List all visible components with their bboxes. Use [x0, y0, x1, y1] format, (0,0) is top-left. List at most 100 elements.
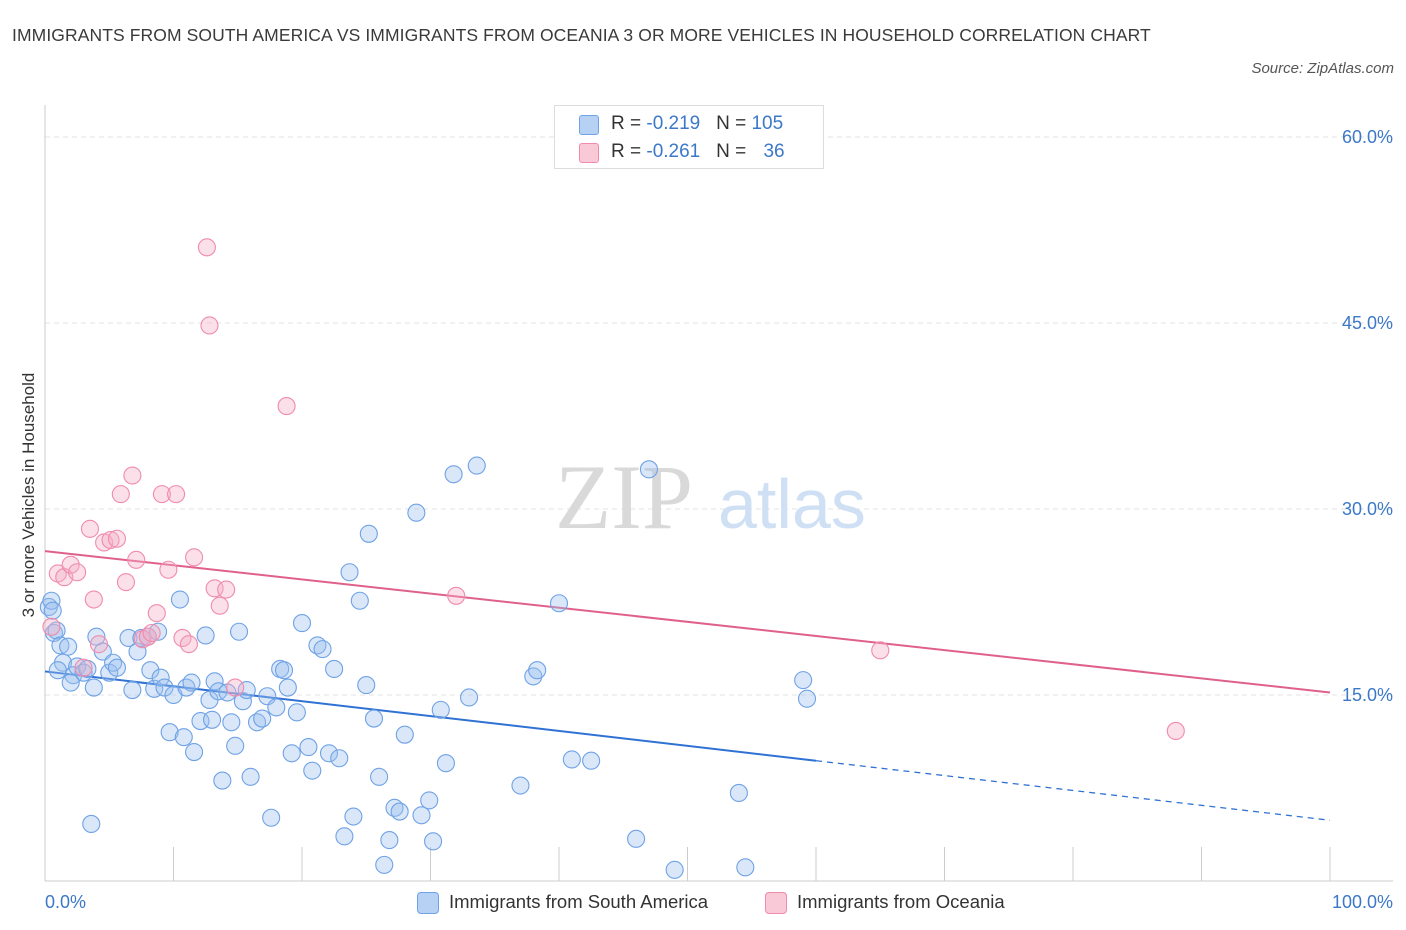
point-south-america — [213, 771, 232, 790]
point-south-america — [278, 678, 297, 697]
point-oceania — [111, 485, 130, 504]
point-south-america — [48, 661, 67, 680]
point-south-america — [407, 503, 426, 522]
legend-n-value: 105 — [751, 113, 784, 134]
legend-r-value: -0.261 — [646, 141, 701, 162]
legend-r-label: R = — [611, 113, 647, 134]
legend-row-oceania: R = -0.261 N = 36 — [555, 138, 823, 166]
point-south-america — [241, 767, 260, 786]
point-oceania — [200, 316, 219, 335]
point-oceania — [84, 590, 103, 609]
point-south-america — [729, 783, 748, 803]
point-south-america — [123, 680, 142, 700]
point-oceania — [1166, 721, 1185, 741]
legend-swatch-pink — [579, 143, 599, 163]
trend-line-oceania — [44, 550, 1331, 694]
point-south-america — [549, 594, 569, 613]
point-south-america — [431, 700, 450, 719]
point-south-america — [562, 750, 581, 769]
point-south-america — [82, 814, 101, 834]
point-south-america — [233, 692, 252, 711]
point-south-america — [196, 626, 215, 645]
point-oceania — [61, 555, 80, 574]
point-south-america — [191, 711, 210, 731]
point-oceania — [179, 635, 198, 654]
point-south-america — [59, 637, 78, 656]
point-south-america — [237, 680, 256, 700]
point-south-america — [61, 673, 80, 692]
point-south-america — [282, 744, 301, 763]
point-south-america — [253, 709, 272, 728]
point-oceania — [147, 604, 166, 623]
point-south-america — [370, 767, 389, 786]
point-south-america — [424, 832, 443, 851]
point-south-america — [350, 591, 369, 610]
point-south-america — [344, 807, 363, 826]
point-south-america — [299, 738, 318, 757]
y-axis-label: 3 or more Vehicles in Household — [19, 373, 38, 618]
data-points — [39, 238, 1185, 879]
point-south-america — [390, 802, 409, 821]
point-south-america — [528, 661, 547, 680]
point-south-america — [330, 749, 349, 768]
tick-labels: 15.0% 30.0% 45.0% 60.0% 0.0% 100.0% — [45, 127, 1393, 912]
point-south-america — [736, 858, 755, 877]
point-south-america — [185, 742, 204, 762]
point-oceania — [205, 579, 224, 598]
point-south-america — [155, 678, 174, 697]
point-oceania — [871, 641, 890, 660]
point-south-america — [51, 636, 70, 655]
y-tick-label: 30.0% — [1342, 499, 1393, 519]
point-south-america — [160, 723, 179, 742]
point-south-america — [182, 673, 201, 692]
point-south-america — [203, 710, 222, 729]
point-oceania — [197, 238, 216, 257]
point-oceania — [226, 678, 245, 697]
point-oceania — [133, 630, 152, 649]
legend-swatch-pink — [765, 892, 787, 914]
x-tick-label: 0.0% — [45, 892, 86, 912]
point-south-america — [627, 829, 646, 848]
point-south-america — [436, 754, 455, 773]
legend-swatch-blue — [579, 115, 599, 135]
legend-label: Immigrants from South America — [449, 891, 709, 912]
legend-r-label: R = — [611, 141, 647, 162]
y-tick-label: 15.0% — [1342, 685, 1393, 705]
point-oceania — [127, 550, 146, 569]
point-south-america — [274, 661, 294, 680]
point-south-america — [267, 698, 286, 717]
point-south-america — [335, 827, 354, 846]
y-tick-label: 45.0% — [1342, 313, 1393, 333]
point-south-america — [357, 676, 376, 695]
watermark-zip: ZIP — [555, 446, 693, 548]
point-south-america — [151, 668, 170, 687]
point-south-america — [303, 761, 322, 780]
point-oceania — [447, 586, 466, 605]
stats-legend: R = -0.219 N = 105 R = -0.261 N = 36 — [554, 105, 824, 169]
point-south-america — [313, 640, 332, 659]
point-south-america — [132, 628, 151, 648]
point-oceania — [185, 548, 204, 567]
point-south-america — [395, 725, 414, 744]
point-south-america — [511, 776, 530, 795]
point-south-america — [119, 628, 138, 648]
point-south-america — [665, 860, 684, 879]
point-south-america — [87, 627, 106, 646]
legend-r-value: -0.219 — [646, 113, 701, 134]
axes — [44, 105, 1393, 882]
point-south-america — [170, 590, 189, 609]
point-south-america — [444, 465, 463, 484]
point-south-america — [364, 709, 384, 728]
point-oceania — [116, 573, 136, 592]
point-oceania — [101, 530, 120, 550]
trend-line-south-america-dashed — [815, 760, 1331, 821]
point-south-america — [42, 591, 61, 610]
legend-swatch-blue — [417, 892, 439, 914]
point-south-america — [226, 736, 245, 755]
grid-lines — [45, 136, 1393, 696]
y-tick-label: 60.0% — [1342, 127, 1393, 147]
point-south-america — [420, 791, 439, 810]
legend-row-south-america: R = -0.219 N = 105 — [555, 110, 823, 138]
point-south-america — [229, 622, 249, 641]
